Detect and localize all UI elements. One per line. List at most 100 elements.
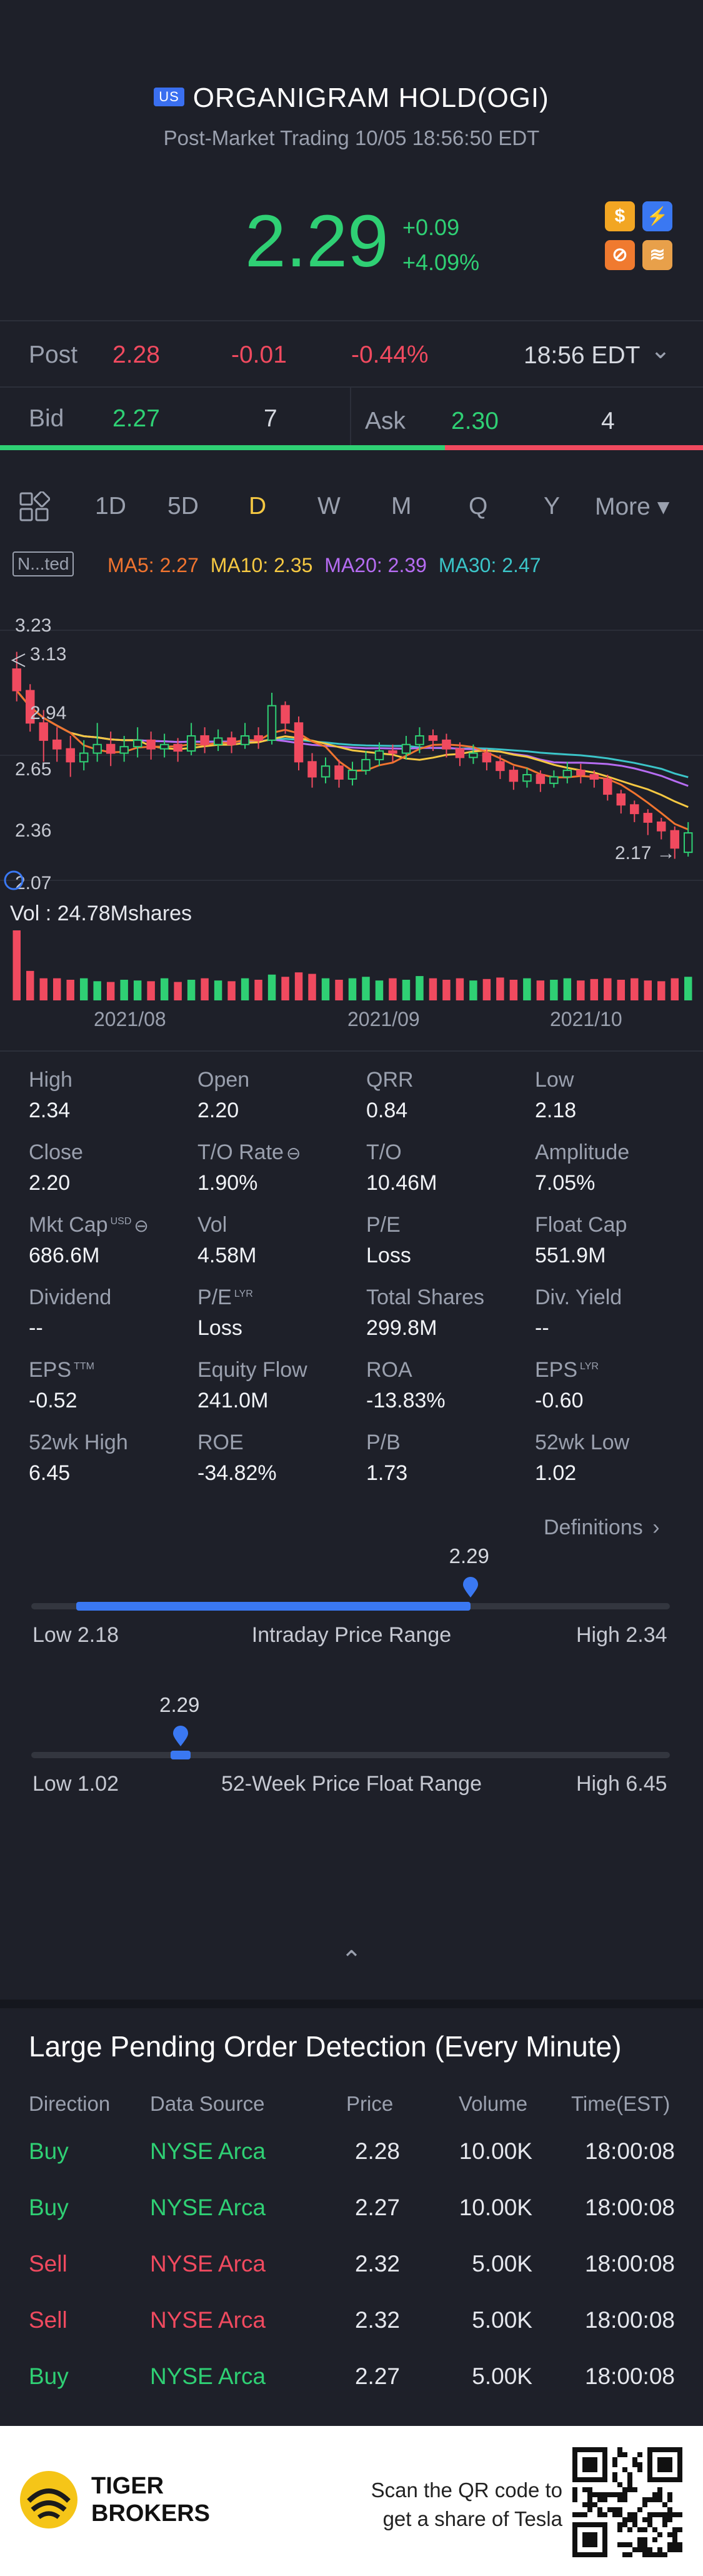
qr-module: [667, 2507, 672, 2512]
dollar-icon[interactable]: $: [605, 201, 635, 231]
stock-name: ORGANIGRAM HOLD(OGI): [192, 83, 549, 113]
volume-bar: [577, 980, 585, 1000]
order-direction: Sell: [29, 2307, 67, 2333]
qr-module: [642, 2542, 647, 2547]
stat-item: 52wk Low 1.02: [535, 1431, 629, 1486]
qr-module: [602, 2497, 607, 2502]
order-price: 2.32: [354, 2251, 400, 2277]
qr-module: [597, 2492, 602, 2497]
lightning-icon[interactable]: ⚡: [642, 201, 672, 231]
volume-bar: [631, 978, 639, 1000]
chart-layout-icon[interactable]: [19, 490, 51, 523]
tab-d[interactable]: D: [249, 493, 267, 520]
stat-item: T/O Rate ⊖ 1.90%: [197, 1140, 301, 1195]
intraday-low: Low 2.18: [32, 1623, 119, 1647]
stat-value: Loss: [366, 1244, 411, 1267]
order-price: 2.27: [354, 2363, 400, 2389]
qr-code-icon[interactable]: [572, 2447, 682, 2557]
candle-body: [294, 722, 304, 763]
brand-name: TIGER BROKERS: [91, 2472, 210, 2527]
cta-line-2: get a share of Tesla: [382, 2507, 562, 2530]
candle-body: [361, 758, 371, 772]
bid-size: 7: [264, 405, 277, 432]
qr-module: [657, 2552, 662, 2557]
stack-icon[interactable]: ≋: [642, 240, 672, 270]
stat-value: 241.0M: [197, 1389, 269, 1412]
order-direction: Buy: [29, 2363, 69, 2389]
week52-title: 52-Week Price Float Range: [221, 1772, 482, 1796]
stat-superscript: LYR: [580, 1361, 599, 1372]
volume-bar: [79, 978, 88, 1000]
volume-bar: [120, 979, 128, 1000]
stat-label: High: [29, 1068, 72, 1092]
candle-body: [562, 770, 572, 778]
definitions-link[interactable]: Definitions ›: [544, 1516, 660, 1540]
candle-body: [12, 668, 21, 692]
order-time: 18:00:08: [584, 2251, 675, 2277]
tab-5d[interactable]: 5D: [167, 493, 199, 520]
qr-module: [657, 2512, 662, 2517]
stat-item: High 2.34: [29, 1068, 72, 1123]
adjustment-toggle[interactable]: N...ted: [12, 551, 74, 576]
ask-size: 4: [601, 408, 615, 435]
stat-item: T/O 10.46M: [366, 1140, 437, 1195]
no-short-icon[interactable]: ⊘: [605, 240, 635, 270]
stat-value: 4.58M: [197, 1244, 257, 1267]
qr-module: [672, 2532, 677, 2537]
tab-m[interactable]: M: [391, 493, 412, 520]
tab-1d[interactable]: 1D: [95, 493, 126, 520]
order-source: NYSE Arca: [150, 2307, 266, 2333]
collapse-icon[interactable]: ⌃: [341, 1946, 362, 1974]
info-icon[interactable]: ⊖: [134, 1216, 149, 1235]
stat-item: Close 2.20: [29, 1140, 83, 1195]
stat-label: 52wk Low: [535, 1431, 629, 1455]
qr-module: [667, 2492, 672, 2497]
trading-status: Post-Market Trading 10/05 18:56:50 EDT: [163, 126, 540, 149]
tab-q[interactable]: Q: [469, 493, 488, 520]
qr-module: [657, 2487, 662, 2492]
stat-label-text: ROE: [197, 1431, 244, 1454]
qr-module: [637, 2467, 642, 2472]
stat-label: Equity Flow: [197, 1358, 307, 1382]
qr-module: [612, 2457, 617, 2462]
post-price: 2.28: [112, 341, 160, 368]
orders-title: Large Pending Order Detection (Every Min…: [29, 2030, 622, 2063]
tab-w[interactable]: W: [317, 493, 341, 520]
volume-bar: [187, 979, 196, 1000]
candle-body: [496, 761, 505, 772]
candle-body: [186, 735, 196, 752]
ask-price: 2.30: [451, 408, 499, 435]
qr-module: [642, 2537, 647, 2542]
order-row: Buy NYSE Arca 2.27 10.00K 18:00:08: [0, 2195, 703, 2232]
order-row: Buy NYSE Arca 2.28 10.00K 18:00:08: [0, 2138, 703, 2176]
stat-value: 2.20: [197, 1099, 239, 1122]
qr-module: [617, 2452, 622, 2457]
stat-item: EPS TTM -0.52: [29, 1358, 94, 1413]
qr-module: [642, 2552, 647, 2557]
order-time: 18:00:08: [584, 2138, 675, 2164]
order-time: 18:00:08: [584, 2307, 675, 2333]
intraday-range: 2.29 Low 2.18 Intraday Price Range High …: [0, 1544, 703, 1657]
qr-module: [612, 2462, 617, 2467]
qr-module: [627, 2542, 632, 2547]
qr-module: [657, 2492, 662, 2497]
candlestick-chart[interactable]: 3.233.132.942.652.362.072.17 →: [0, 600, 703, 1032]
qr-module: [662, 2517, 667, 2522]
order-time: 18:00:08: [584, 2195, 675, 2220]
candle-body: [616, 793, 626, 806]
volume-bar: [133, 980, 142, 1000]
stat-label-text: QRR: [366, 1068, 414, 1092]
qr-module: [602, 2492, 607, 2497]
volume-bar: [671, 978, 679, 1000]
stat-label-text: P/E: [366, 1213, 401, 1237]
candle-body: [442, 739, 451, 750]
qr-module: [637, 2507, 642, 2512]
qr-module: [572, 2512, 577, 2517]
qr-module: [647, 2547, 652, 2552]
post-time-selector[interactable]: 18:56 EDT ⌄: [524, 337, 671, 370]
qr-module: [677, 2527, 682, 2532]
info-icon[interactable]: ⊖: [286, 1144, 301, 1163]
tab-y[interactable]: Y: [544, 493, 561, 520]
last-price-label: 2.17 →: [615, 843, 676, 863]
tab-more[interactable]: More ▾: [595, 493, 670, 520]
